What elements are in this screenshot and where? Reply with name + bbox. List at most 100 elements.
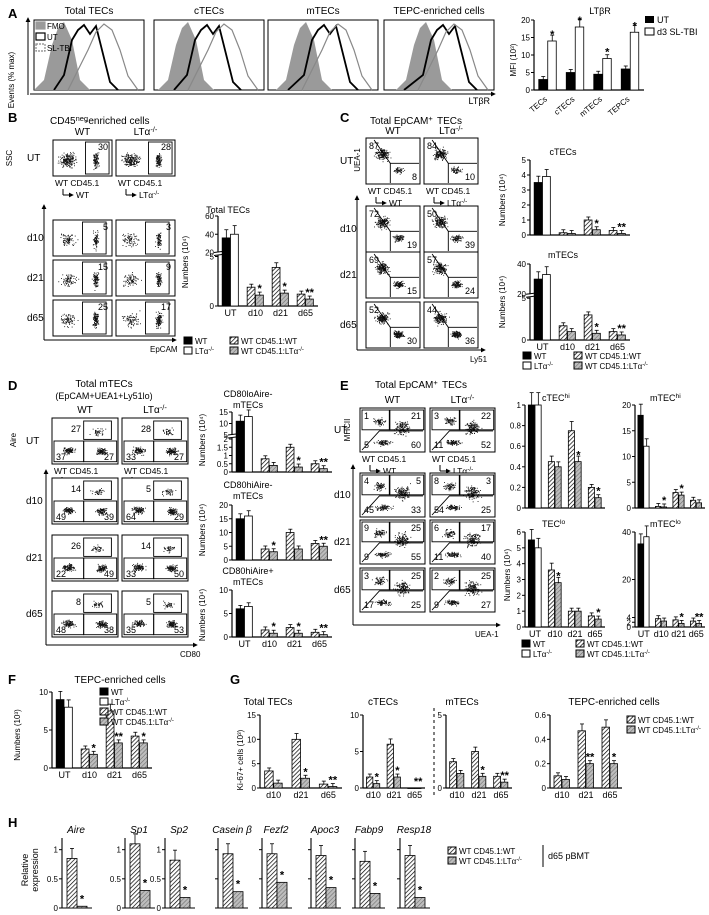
significance-star: *	[680, 483, 685, 495]
bar	[643, 445, 650, 509]
bar	[574, 461, 582, 509]
x-tick-label: d21	[585, 342, 600, 352]
significance-star: *	[272, 621, 277, 633]
y-axis-label: Numbers (10⁴)	[181, 235, 190, 288]
bar	[404, 855, 416, 909]
chart-title: CD80hiAire-	[223, 480, 272, 490]
y-tick-label: 2	[522, 201, 527, 210]
x-axis-label: EpCAM	[150, 345, 178, 354]
significance-star: *	[303, 766, 308, 778]
y-tick-label: 5	[517, 544, 522, 553]
donor-label: WT CD45.1	[54, 466, 99, 476]
dot-cloud	[374, 261, 406, 290]
bar	[547, 461, 555, 509]
x-tick-label: d65	[132, 770, 147, 780]
panel-letter: A	[8, 6, 18, 21]
genotype-label: LTα-/-	[451, 393, 475, 406]
significance-star: *	[272, 540, 277, 552]
gene-chart: *	[259, 838, 292, 909]
bar	[695, 502, 702, 509]
bar	[592, 229, 601, 236]
panel-letter: H	[8, 815, 17, 830]
significance-star: *	[595, 218, 600, 230]
gate	[83, 420, 112, 440]
legend-swatch	[183, 346, 193, 355]
chart-title: TEClo	[542, 519, 565, 529]
gate	[83, 557, 118, 580]
gate-percent: 4	[364, 476, 369, 486]
panel-title: Total EpCAM+	[370, 114, 433, 127]
legend-swatch	[521, 639, 531, 648]
y-tick-label: 5	[224, 610, 229, 619]
gate-percent: 17	[161, 302, 171, 312]
bar	[327, 786, 338, 789]
legend-swatch	[99, 697, 109, 706]
significance-star: **	[329, 775, 338, 787]
ut-histogram	[403, 23, 478, 91]
bar	[617, 233, 626, 236]
y-tick-label: 4	[522, 171, 527, 180]
bar	[319, 468, 328, 473]
y-tick-label: 10	[622, 453, 631, 462]
dot-cloud	[121, 152, 163, 168]
dot-cloud	[433, 310, 462, 340]
significance-star: *	[578, 15, 583, 27]
gene-label: Fezf2	[263, 825, 288, 836]
significance-star: *	[143, 878, 148, 890]
bar	[230, 233, 239, 307]
row-label: d21	[334, 537, 351, 548]
y-tick-label: 0.2	[510, 483, 522, 492]
x-axis-label: Ly51	[470, 355, 488, 364]
y-tick-label: 5	[522, 156, 527, 165]
dot-cloud	[373, 482, 411, 512]
gate-percent: 25	[481, 505, 491, 515]
bar	[478, 775, 487, 789]
bar	[129, 843, 141, 909]
bar	[561, 779, 570, 789]
bar	[169, 859, 181, 909]
bar	[294, 466, 303, 473]
legend-label: WT	[534, 352, 547, 361]
legend-swatch	[575, 649, 585, 658]
g-total-chart: 0 5 10 15 d10 * d21 ** d65	[247, 711, 342, 800]
gate	[83, 537, 112, 557]
gate-percent: 9	[434, 600, 439, 610]
x-axis-label: UEA-1	[475, 630, 499, 639]
legend-label: WT CD45.1:WT	[587, 640, 643, 649]
row-label: d21	[27, 273, 44, 284]
gate-percent: 29	[174, 512, 184, 522]
gate-percent: 11	[434, 440, 443, 450]
bar	[554, 466, 562, 509]
gate	[361, 569, 390, 591]
legend-label: LTα-/-	[111, 698, 130, 707]
gate	[153, 480, 182, 500]
panel-title: TEPC-enriched cells	[74, 675, 165, 686]
significance-star: *	[283, 281, 288, 293]
gate-percent: 9	[364, 552, 369, 562]
bar	[291, 738, 301, 789]
legend-label: d3 SL-TBI	[657, 27, 698, 37]
gate-percent: 37	[56, 452, 66, 462]
bar	[678, 623, 685, 628]
gate	[147, 141, 173, 175]
gate-percent: 55	[411, 552, 421, 562]
bar	[89, 753, 98, 769]
y-tick-label: 0	[252, 784, 257, 793]
significance-star: *	[373, 880, 378, 892]
bar	[222, 853, 234, 909]
x-tick-label: d10	[449, 790, 464, 800]
gate-line	[361, 590, 423, 611]
y-tick-label: 0	[355, 784, 360, 793]
significance-star: *	[142, 731, 147, 743]
bar	[139, 890, 151, 909]
y-tick-label: 0.8	[510, 422, 522, 431]
b-bar-chart: 0 520 40 60 UT * d10 * d21 ** d65	[205, 212, 318, 318]
gate	[361, 474, 390, 496]
gate-percent: 3	[486, 476, 491, 486]
y-tick-label: 40	[517, 260, 526, 269]
y-axis-label: expression	[30, 848, 40, 892]
y-tick-label: 0	[224, 468, 229, 477]
bar	[583, 219, 593, 236]
gate	[83, 440, 118, 463]
